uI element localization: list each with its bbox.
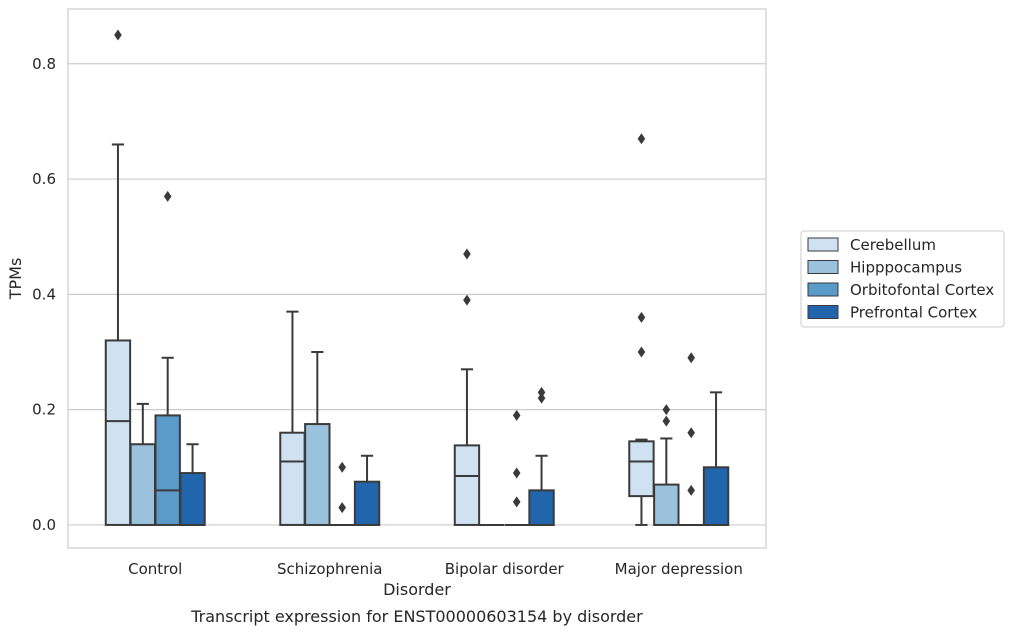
box xyxy=(104,339,132,526)
x-tick-label: Schizophrenia xyxy=(277,560,382,578)
outlier-point xyxy=(114,29,122,41)
y-axis-title: TPMs xyxy=(6,258,25,301)
box xyxy=(702,466,730,526)
legend-swatch xyxy=(807,260,839,274)
outlier-point xyxy=(662,404,671,416)
x-tick-label: Control xyxy=(128,560,182,578)
x-tick-label: Major depression xyxy=(615,560,743,578)
legend-label: Hipppocampus xyxy=(850,259,962,277)
outlier-point xyxy=(338,461,346,473)
outlier-point xyxy=(687,484,695,496)
box xyxy=(653,483,680,526)
y-tick-label: 0.0 xyxy=(32,516,56,534)
box xyxy=(628,440,655,498)
box xyxy=(179,472,206,526)
box xyxy=(353,480,381,526)
y-tick-label: 0.4 xyxy=(32,285,56,303)
box-group xyxy=(528,386,555,526)
outlier-point xyxy=(163,190,172,202)
box-group xyxy=(353,454,381,526)
y-tick-label: 0.6 xyxy=(32,170,56,188)
x-axis-ticks: Control Schizophrenia Bipolar disorder Majo… xyxy=(128,560,743,578)
box-group xyxy=(179,443,206,526)
legend-swatch xyxy=(807,305,839,319)
legend: Cerebellum Hipppocampus Orbitofontal Corte… xyxy=(800,230,1005,328)
legend-label: Orbitofontal Cortex xyxy=(850,281,994,299)
outlier-point xyxy=(662,415,671,427)
box xyxy=(129,443,157,526)
outlier-point xyxy=(637,346,646,358)
y-axis-ticks: 0.0 0.2 0.4 0.6 0.8 xyxy=(32,55,56,534)
legend-swatch xyxy=(807,282,839,297)
legend-swatch xyxy=(807,237,839,252)
boxes xyxy=(104,29,730,526)
outlier-point xyxy=(637,311,646,323)
y-tick-label: 0.2 xyxy=(32,401,56,419)
y-tick-label: 0.8 xyxy=(32,55,56,73)
box-group xyxy=(304,351,331,526)
outlier-point xyxy=(637,133,646,145)
box-group xyxy=(702,391,730,526)
outlier-point xyxy=(512,496,521,508)
outlier-point xyxy=(537,392,546,404)
outlier-point xyxy=(338,502,346,514)
box-group xyxy=(129,402,157,526)
outlier-point xyxy=(463,294,471,306)
x-axis-title: Disorder xyxy=(383,580,451,599)
outlier-point xyxy=(687,352,695,364)
box-group xyxy=(104,29,132,526)
outlier-point xyxy=(537,386,546,398)
box-group xyxy=(154,190,181,526)
box-group xyxy=(504,409,529,526)
legend-frame xyxy=(800,230,1005,328)
box xyxy=(304,423,331,526)
box-group xyxy=(653,404,680,526)
legend-label: Prefrontal Cortex xyxy=(850,304,977,322)
x-tick-label: Bipolar disorder xyxy=(445,560,565,578)
box-group xyxy=(329,461,355,526)
box xyxy=(154,414,181,526)
box xyxy=(279,431,306,526)
box xyxy=(453,444,481,526)
outlier-point xyxy=(512,467,521,479)
box-group xyxy=(279,310,306,526)
box-group xyxy=(628,133,655,526)
box xyxy=(528,489,555,526)
outlier-point xyxy=(512,409,521,421)
outlier-point xyxy=(687,427,695,439)
outlier-point xyxy=(463,248,471,260)
box-group xyxy=(453,248,481,526)
box-group xyxy=(678,352,704,526)
chart-caption: Transcript expression for ENST0000060315… xyxy=(190,607,643,626)
legend-label: Cerebellum xyxy=(850,236,936,254)
